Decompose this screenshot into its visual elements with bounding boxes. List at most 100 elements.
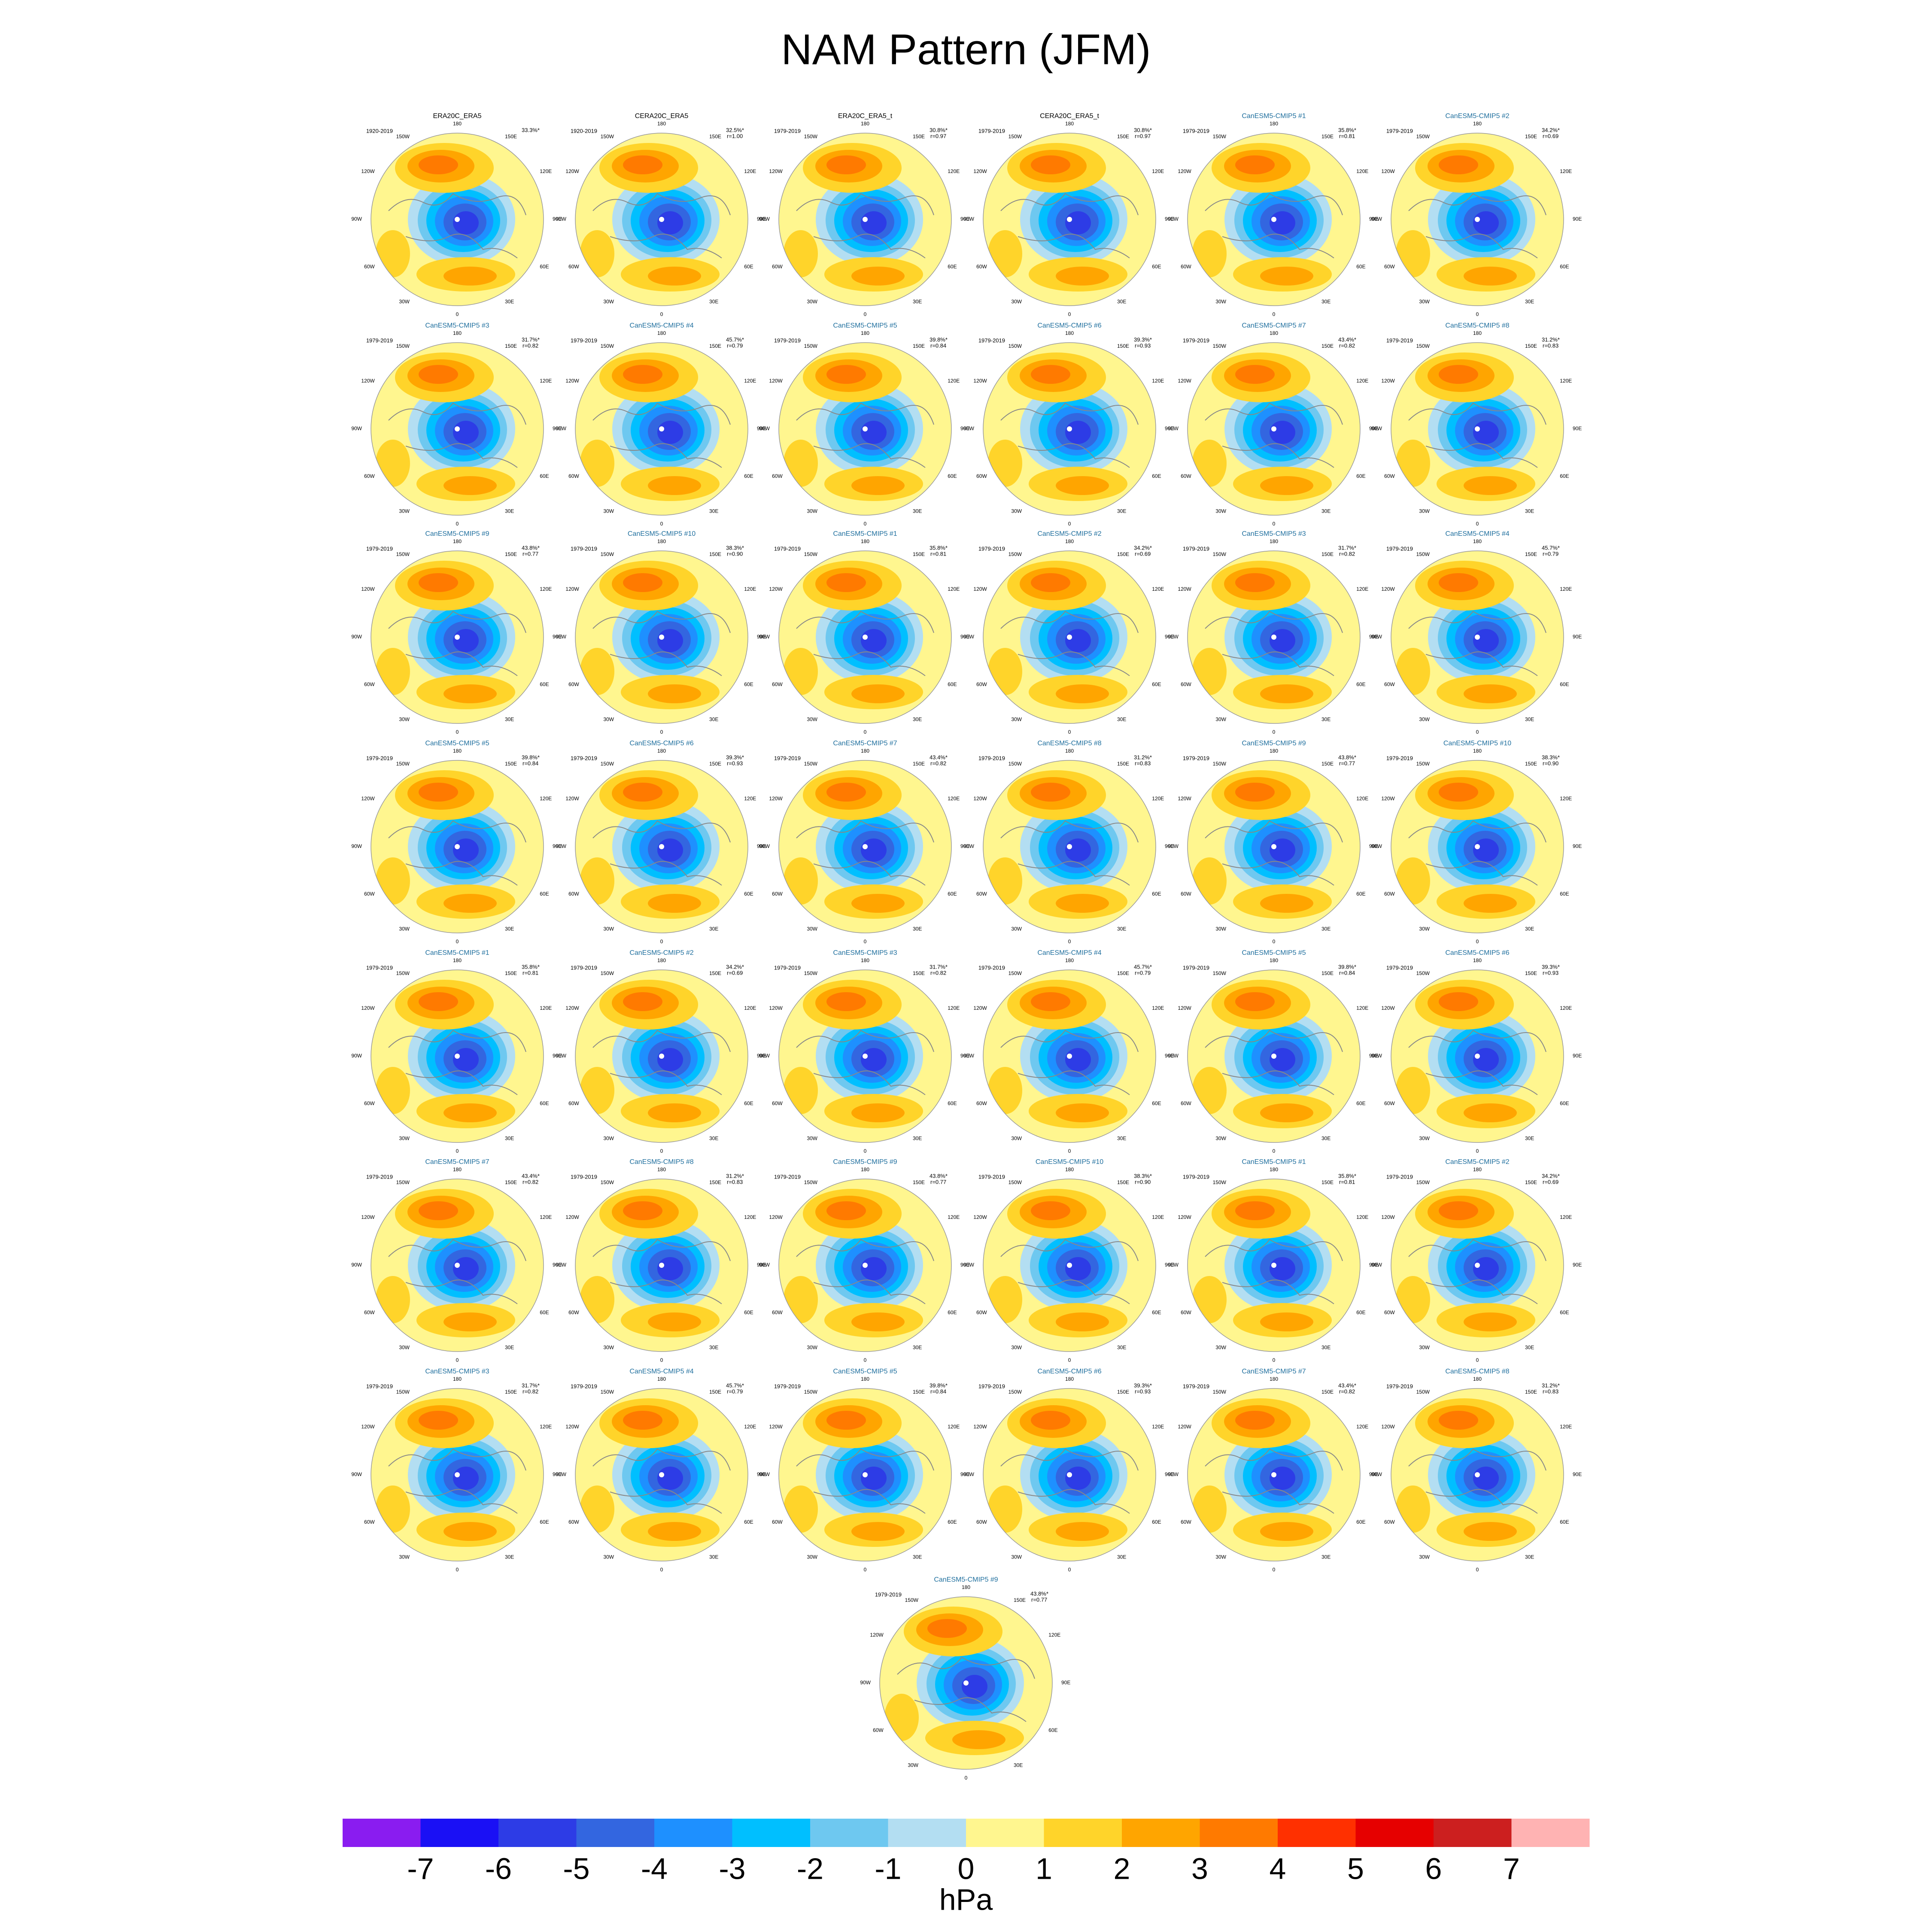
coastline — [592, 1239, 731, 1304]
longitude-label: 180 — [453, 957, 462, 963]
longitude-label: 120W — [769, 1214, 783, 1220]
panel-correlation: r=0.84 — [1339, 969, 1355, 976]
map-border — [1187, 133, 1361, 306]
panel-variance: 30.8%* — [1134, 127, 1152, 133]
longitude-label: 60E — [1356, 264, 1365, 270]
longitude-label: 150E — [1525, 134, 1537, 140]
map-border — [1391, 969, 1564, 1143]
longitude-label: 150W — [1416, 1389, 1430, 1395]
longitude-label: 90E — [1369, 634, 1378, 640]
panel-period: 1979-2019 — [366, 964, 393, 971]
longitude-label: 60E — [1152, 264, 1161, 270]
pole-marker — [863, 217, 868, 222]
longitude-label: 90W — [1371, 634, 1382, 640]
longitude-label: 30E — [1321, 926, 1331, 932]
panel-period: 1979-2019 — [1386, 128, 1413, 134]
panel-period: 1979-2019 — [1183, 964, 1209, 971]
map-border — [371, 969, 544, 1143]
longitude-label: 120E — [948, 378, 960, 384]
longitude-label: 30W — [908, 1762, 918, 1768]
contour-region — [453, 1257, 479, 1280]
coastline — [388, 611, 526, 676]
contour-region — [1260, 894, 1313, 913]
longitude-label: 0 — [660, 729, 663, 735]
longitude-label: 120W — [361, 796, 375, 802]
map-panel: CanESM5-CMIP5 #5 1979-2019 39.8%*r=0.84 180… — [759, 322, 969, 527]
longitude-label: 90E — [960, 843, 969, 849]
longitude-label: 180 — [657, 748, 666, 754]
longitude-label: 90E — [1369, 843, 1378, 849]
longitude-label: 150E — [1117, 1389, 1129, 1395]
longitude-label: 120E — [1560, 1424, 1572, 1430]
pole-marker — [863, 1054, 868, 1059]
longitude-label: 150E — [1525, 970, 1537, 976]
longitude-label: 90W — [759, 1262, 770, 1268]
longitude-label: 150W — [1213, 134, 1227, 140]
pole-marker — [659, 1054, 664, 1059]
panel-title: CanESM5-CMIP5 #5 — [833, 322, 897, 329]
contour-region — [1260, 267, 1313, 286]
longitude-label: 150E — [505, 1179, 517, 1185]
map-panel: CanESM5-CMIP5 #3 1979-2019 31.7%*r=0.82 180… — [351, 1368, 562, 1573]
longitude-label: 90W — [759, 1471, 770, 1477]
panel-variance: 43.8%* — [1030, 1590, 1048, 1597]
longitude-label: 90E — [553, 843, 562, 849]
coastline — [1000, 1239, 1139, 1304]
panel-period: 1979-2019 — [978, 128, 1005, 134]
coastline — [592, 820, 731, 886]
map-panel: CanESM5-CMIP5 #2 1979-2019 34.2%*r=0.69 180… — [963, 530, 1174, 735]
map-panel: CanESM5-CMIP5 #10 1979-2019 38.3%*r=0.90 18… — [1371, 740, 1582, 945]
longitude-label: 90E — [553, 634, 562, 640]
panel-period: 1979-2019 — [978, 755, 1005, 761]
longitude-label: 60W — [976, 891, 987, 897]
longitude-label: 180 — [453, 748, 462, 754]
pole-marker — [1067, 1472, 1072, 1477]
longitude-label: 30E — [913, 926, 922, 932]
longitude-label: 150E — [505, 134, 517, 140]
contour-region — [1056, 267, 1109, 286]
panel-correlation: r=0.82 — [1339, 342, 1355, 349]
contour-region — [851, 1312, 905, 1331]
longitude-label: 60W — [1181, 1100, 1191, 1106]
contour-region — [1473, 421, 1499, 444]
contour-region — [419, 1201, 458, 1220]
longitude-label: 150E — [505, 761, 517, 767]
longitude-label: 30W — [399, 926, 410, 932]
map-field — [371, 1179, 544, 1352]
longitude-label: 60E — [1560, 1519, 1569, 1525]
longitude-label: 0 — [456, 1148, 459, 1154]
longitude-label: 120W — [769, 1424, 783, 1430]
longitude-label: 30W — [1011, 926, 1022, 932]
contour-region — [861, 421, 887, 444]
panel-title: CanESM5-CMIP5 #3 — [1242, 530, 1306, 538]
coastline — [897, 1656, 1035, 1722]
map-border — [983, 550, 1156, 724]
contour-region — [623, 365, 662, 384]
longitude-label: 90W — [1168, 425, 1179, 431]
longitude-label: 90W — [963, 216, 974, 222]
longitude-label: 60W — [1384, 1519, 1395, 1525]
longitude-label: 0 — [456, 1567, 459, 1573]
panel-correlation: r=0.90 — [727, 550, 743, 557]
longitude-label: 30W — [1011, 1135, 1022, 1141]
map-panel: CanESM5-CMIP5 #8 1979-2019 31.2%*r=0.83 180… — [1371, 322, 1582, 527]
longitude-label: 150W — [1213, 761, 1227, 767]
map-panel: CanESM5-CMIP5 #9 1979-2019 43.8%*r=0.77 180… — [860, 1576, 1070, 1781]
pole-marker — [455, 1263, 460, 1268]
longitude-label: 90W — [1371, 1471, 1382, 1477]
contour-region — [1235, 1201, 1275, 1220]
longitude-label: 150W — [396, 1179, 410, 1185]
panel-period: 1979-2019 — [1183, 128, 1209, 134]
coastline — [592, 1448, 731, 1514]
contour-region — [657, 1048, 683, 1071]
longitude-label: 90W — [351, 843, 362, 849]
contour-region — [1031, 783, 1070, 802]
longitude-label: 90E — [1573, 1471, 1582, 1477]
longitude-label: 60W — [364, 264, 375, 270]
panel-correlation: r=0.69 — [1135, 550, 1151, 557]
pole-marker — [455, 217, 460, 222]
longitude-label: 0 — [1068, 1357, 1071, 1363]
longitude-label: 150W — [1416, 343, 1430, 349]
panel-correlation: r=1.00 — [727, 133, 743, 139]
longitude-label: 30W — [1011, 298, 1022, 304]
